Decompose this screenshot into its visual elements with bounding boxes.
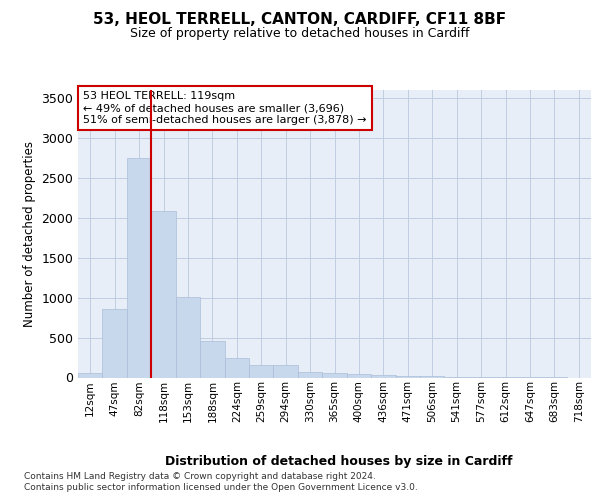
Text: Distribution of detached houses by size in Cardiff: Distribution of detached houses by size … xyxy=(165,454,513,468)
Text: 53, HEOL TERRELL, CANTON, CARDIFF, CF11 8BF: 53, HEOL TERRELL, CANTON, CARDIFF, CF11 … xyxy=(94,12,506,28)
Bar xyxy=(347,374,371,378)
Bar xyxy=(249,365,274,378)
Bar xyxy=(445,376,469,378)
Bar xyxy=(322,373,347,378)
Bar xyxy=(127,158,151,378)
Text: 53 HEOL TERRELL: 119sqm
← 49% of detached houses are smaller (3,696)
51% of semi: 53 HEOL TERRELL: 119sqm ← 49% of detache… xyxy=(83,92,367,124)
Bar xyxy=(103,309,127,378)
Bar xyxy=(274,365,298,378)
Bar xyxy=(78,372,103,378)
Text: Contains public sector information licensed under the Open Government Licence v3: Contains public sector information licen… xyxy=(24,483,418,492)
Bar xyxy=(200,341,224,378)
Text: Contains HM Land Registry data © Crown copyright and database right 2024.: Contains HM Land Registry data © Crown c… xyxy=(24,472,376,481)
Bar xyxy=(224,358,249,378)
Bar xyxy=(395,376,420,378)
Bar xyxy=(371,375,395,378)
Bar xyxy=(176,297,200,378)
Text: Size of property relative to detached houses in Cardiff: Size of property relative to detached ho… xyxy=(130,28,470,40)
Bar xyxy=(420,376,445,378)
Bar xyxy=(298,372,322,378)
Bar xyxy=(151,212,176,378)
Y-axis label: Number of detached properties: Number of detached properties xyxy=(23,141,36,327)
